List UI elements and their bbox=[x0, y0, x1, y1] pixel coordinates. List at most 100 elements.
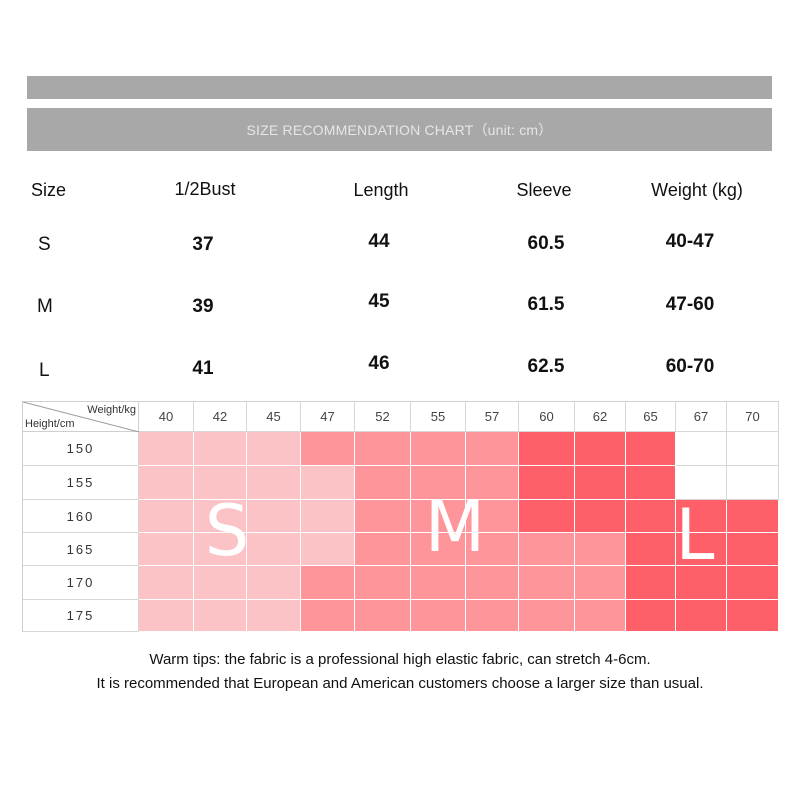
weight-header-70: 70 bbox=[727, 402, 779, 432]
height-weight-size-grid: Weight/kg Height/cm 40 42 45 47 52 55 57 60 62 65… bbox=[22, 401, 779, 632]
grid-cell-165-62 bbox=[575, 533, 626, 566]
grid-cell-175-40 bbox=[139, 600, 194, 632]
grid-cell-155-57 bbox=[466, 466, 519, 500]
header-size: Size bbox=[31, 180, 67, 200]
grid-cell-160-70 bbox=[727, 500, 779, 533]
grid-cell-165-45 bbox=[247, 533, 301, 566]
chart-title: SIZE RECOMMENDATION CHART（unit: cm） bbox=[246, 121, 553, 138]
grid-cell-155-42 bbox=[194, 466, 247, 500]
header-length: Length bbox=[353, 180, 409, 200]
grid-cell-165-42 bbox=[194, 533, 247, 566]
grid-cell-160-52 bbox=[355, 500, 411, 533]
grid-cell-150-52 bbox=[355, 432, 411, 466]
weight-header-40: 40 bbox=[139, 402, 194, 432]
tip-line-2: It is recommended that European and Amer… bbox=[96, 675, 704, 692]
height-header-170: 170 bbox=[23, 566, 139, 600]
grid-cell-175-42 bbox=[194, 600, 247, 632]
grid-cell-150-42 bbox=[194, 432, 247, 466]
weight-header-52: 52 bbox=[355, 402, 411, 432]
corner-height-label: Height/cm bbox=[25, 418, 75, 430]
header-sleeve: Sleeve bbox=[516, 180, 572, 200]
grid-cell-160-57 bbox=[466, 500, 519, 533]
grid-cell-160-45 bbox=[247, 500, 301, 533]
grid-cell-160-60 bbox=[519, 500, 575, 533]
grid-cell-150-40 bbox=[139, 432, 194, 466]
grid-cell-150-60 bbox=[519, 432, 575, 466]
grid-cell-175-47 bbox=[301, 600, 355, 632]
grid-cell-160-67 bbox=[676, 500, 727, 533]
row-l-sleeve: 62.5 bbox=[527, 356, 565, 377]
grid-cell-170-40 bbox=[139, 566, 194, 600]
weight-header-45: 45 bbox=[247, 402, 301, 432]
grid-cell-150-47 bbox=[301, 432, 355, 466]
grid-cell-170-67 bbox=[676, 566, 727, 600]
grid-cell-150-70 bbox=[727, 432, 779, 466]
grid-cell-160-42 bbox=[194, 500, 247, 533]
grid-cell-165-67 bbox=[676, 533, 727, 566]
grid-cell-175-52 bbox=[355, 600, 411, 632]
grid-cell-150-45 bbox=[247, 432, 301, 466]
grid-cell-155-52 bbox=[355, 466, 411, 500]
height-header-175: 175 bbox=[23, 600, 139, 632]
corner-diagonal-line bbox=[23, 402, 139, 432]
row-s-length: 44 bbox=[368, 231, 390, 252]
zone-label-m: M bbox=[424, 486, 486, 568]
grid-cell-170-57 bbox=[466, 566, 519, 600]
height-header-160: 160 bbox=[23, 500, 139, 533]
grid-cell-165-70 bbox=[727, 533, 779, 566]
height-header-150: 150 bbox=[23, 432, 139, 466]
grid-cell-175-60 bbox=[519, 600, 575, 632]
grid-cell-155-67 bbox=[676, 466, 727, 500]
grid-cell-165-57 bbox=[466, 533, 519, 566]
row-s-bust: 37 bbox=[192, 234, 214, 255]
row-m-weight: 47-60 bbox=[665, 294, 715, 315]
grid-cell-150-55 bbox=[411, 432, 466, 466]
grid-cell-175-55 bbox=[411, 600, 466, 632]
grid-cell-170-55 bbox=[411, 566, 466, 600]
row-m-length: 45 bbox=[368, 291, 390, 312]
grid-cell-155-62 bbox=[575, 466, 626, 500]
grid-cell-155-60 bbox=[519, 466, 575, 500]
decorative-top-bar bbox=[27, 76, 772, 99]
grid-cell-175-70 bbox=[727, 600, 779, 632]
tip-line-1: Warm tips: the fabric is a professional … bbox=[149, 651, 651, 668]
row-l-bust: 41 bbox=[192, 358, 214, 379]
grid-cell-165-60 bbox=[519, 533, 575, 566]
grid-cell-160-65 bbox=[626, 500, 676, 533]
weight-header-47: 47 bbox=[301, 402, 355, 432]
row-l-weight: 60-70 bbox=[665, 356, 715, 377]
grid-cell-155-47 bbox=[301, 466, 355, 500]
grid-cell-170-62 bbox=[575, 566, 626, 600]
grid-cell-170-47 bbox=[301, 566, 355, 600]
grid-cell-150-57 bbox=[466, 432, 519, 466]
header-bust: 1/2Bust bbox=[174, 179, 236, 199]
weight-header-57: 57 bbox=[466, 402, 519, 432]
weight-header-42: 42 bbox=[194, 402, 247, 432]
grid-cell-170-70 bbox=[727, 566, 779, 600]
grid-cell-170-45 bbox=[247, 566, 301, 600]
grid-cell-155-70 bbox=[727, 466, 779, 500]
row-s-sleeve: 60.5 bbox=[527, 233, 565, 254]
grid-cell-150-62 bbox=[575, 432, 626, 466]
warm-tips: Warm tips: the fabric is a professional … bbox=[0, 648, 800, 696]
grid-cell-165-65 bbox=[626, 533, 676, 566]
grid-cell-165-52 bbox=[355, 533, 411, 566]
height-header-165: 165 bbox=[23, 533, 139, 566]
weight-header-65: 65 bbox=[626, 402, 676, 432]
chart-title-banner: SIZE RECOMMENDATION CHART（unit: cm） bbox=[27, 108, 772, 151]
grid-cell-165-47 bbox=[301, 533, 355, 566]
row-m-size: M bbox=[37, 296, 53, 317]
grid-cell-175-45 bbox=[247, 600, 301, 632]
row-l-size: L bbox=[39, 360, 50, 381]
grid-cell-175-67 bbox=[676, 600, 727, 632]
grid-cell-175-62 bbox=[575, 600, 626, 632]
grid-cell-165-55 bbox=[411, 533, 466, 566]
grid-cell-150-65 bbox=[626, 432, 676, 466]
zone-label-s: S bbox=[204, 490, 250, 572]
grid-cell-150-67 bbox=[676, 432, 727, 466]
grid-cell-155-65 bbox=[626, 466, 676, 500]
grid-cell-155-45 bbox=[247, 466, 301, 500]
grid-cell-160-55 bbox=[411, 500, 466, 533]
row-m-bust: 39 bbox=[192, 296, 214, 317]
corner-weight-label: Weight/kg bbox=[87, 404, 136, 416]
